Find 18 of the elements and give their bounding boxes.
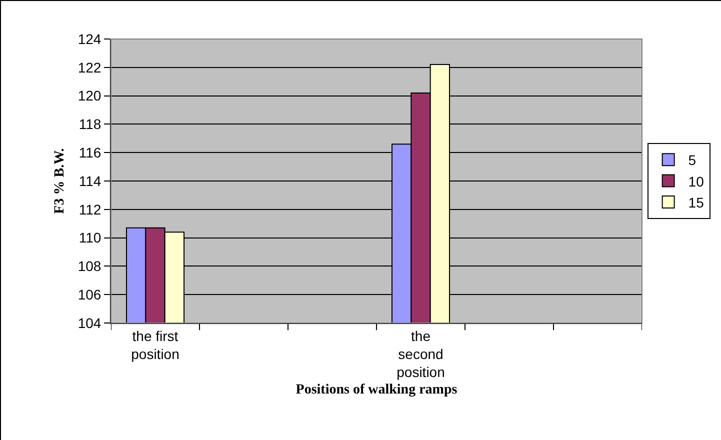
y-tick-label: 112 [78,201,102,218]
x-tick-label: the second position [396,328,445,380]
x-tick-label: the first position [131,328,180,362]
y-tick-label: 116 [78,144,102,160]
y-tick-label: 114 [78,172,102,189]
legend-label: 15 [688,194,704,210]
y-tick-label: 122 [78,59,102,76]
y-tick-label: 124 [78,30,102,47]
y-tick-label: 120 [78,88,102,104]
y-tick-label: 104 [78,314,102,331]
y-tick-label: 118 [78,116,102,132]
x-axis-title: Positions of walking ramps [296,382,458,398]
y-tick-label: 108 [78,258,102,274]
y-tick-label: 110 [78,230,102,246]
y-axis-title: F3 % B.W. [52,148,68,214]
legend-label: 10 [688,173,704,190]
y-tick-label: 106 [78,286,102,302]
legend-label: 5 [688,152,696,168]
